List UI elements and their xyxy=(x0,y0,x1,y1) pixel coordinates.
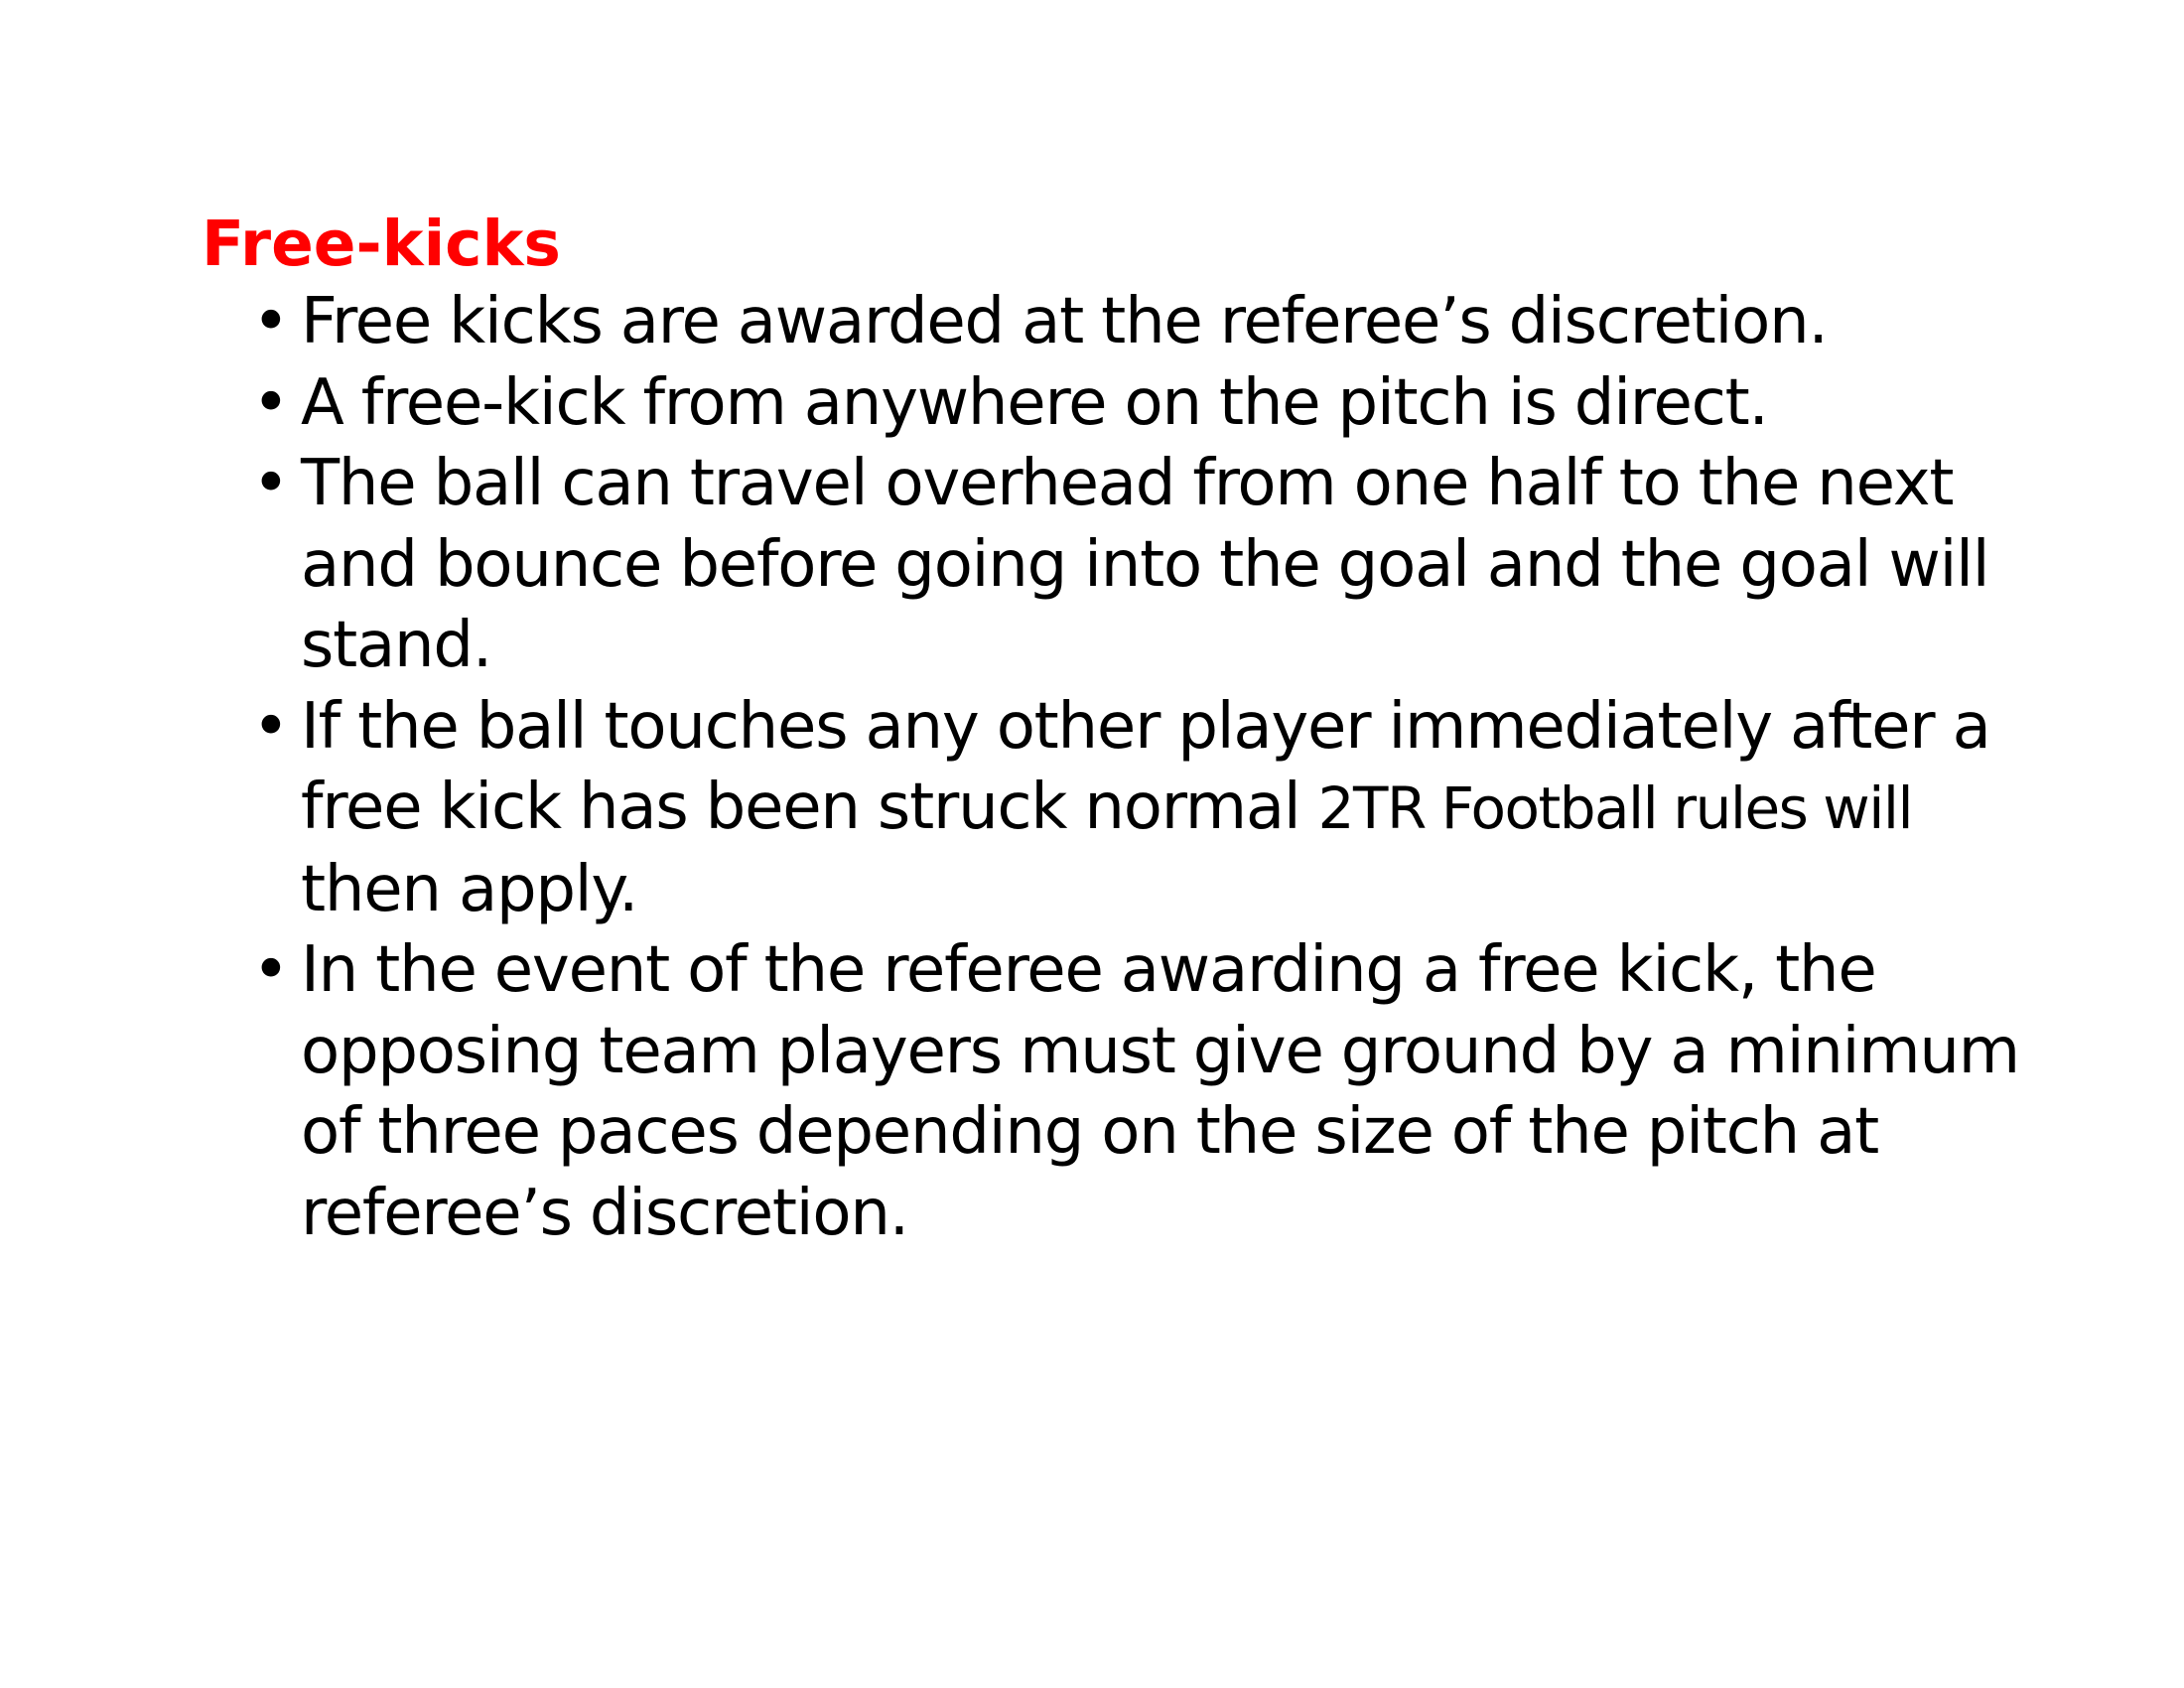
rules-list: • Free kicks are awarded at the referee’… xyxy=(0,282,2184,1254)
bullet-icon: • xyxy=(252,447,290,520)
bullet-icon: • xyxy=(252,933,290,1007)
bullet-icon: • xyxy=(252,365,290,440)
rule-line: opposing team players must give ground b… xyxy=(301,1014,2020,1088)
section-title: Free-kicks xyxy=(202,208,561,280)
rule-line-continuation: 2TR Football rules will xyxy=(1317,774,1914,842)
rule-line: referee’s discretion. xyxy=(301,1176,909,1250)
rule-item-1: • Free kicks are awarded at the referee’… xyxy=(0,282,2048,363)
bullet-icon: • xyxy=(252,285,290,358)
rule-item-4: • If the ball touches any other player i… xyxy=(0,687,2048,931)
rule-line: then apply. xyxy=(301,852,638,926)
rule-line: and bounce before going into the goal an… xyxy=(301,527,1990,602)
rule-line: free kick has been struck normal xyxy=(301,771,1318,844)
rule-line: stand. xyxy=(301,609,492,682)
rule-item-2: • A free-kick from anywhere on the pitch… xyxy=(0,363,2048,445)
rule-line: In the event of the referee awarding a f… xyxy=(301,933,1877,1007)
rule-line: of three paces depending on the size of … xyxy=(301,1095,1879,1169)
rule-item-3: • The ball can travel overhead from one … xyxy=(0,444,2048,687)
rule-line: Free kicks are awarded at the referee’s … xyxy=(301,285,1829,358)
rule-line: The ball can travel overhead from one ha… xyxy=(301,447,1954,520)
rule-item-5: • In the event of the referee awarding a… xyxy=(0,930,2048,1254)
rule-line: If the ball touches any other player imm… xyxy=(301,689,1991,764)
bullet-icon: • xyxy=(252,689,290,764)
rule-line: A free-kick from anywhere on the pitch i… xyxy=(301,365,1769,440)
